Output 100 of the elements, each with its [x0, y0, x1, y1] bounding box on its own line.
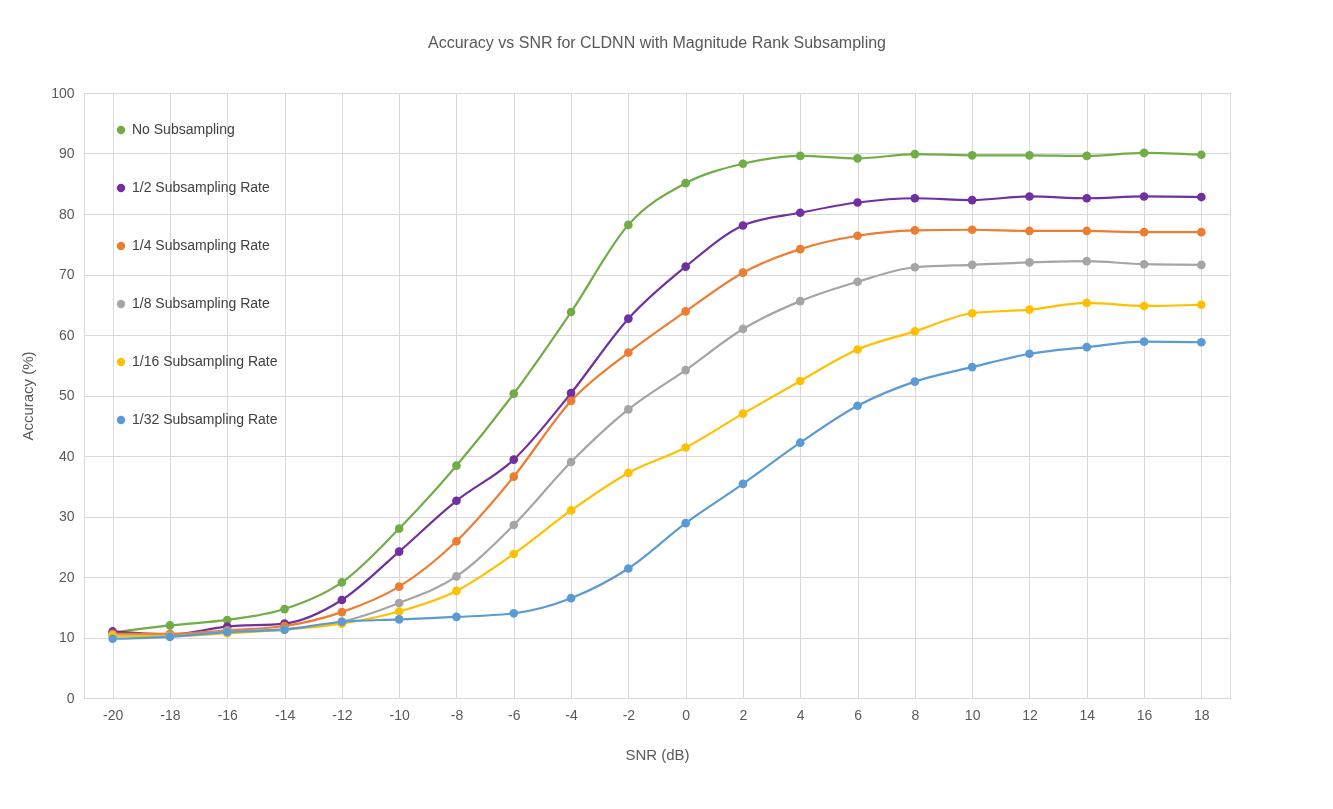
x-tick-label: 6 — [854, 706, 863, 723]
point — [566, 396, 576, 406]
point — [337, 595, 347, 605]
point — [1025, 305, 1034, 314]
point — [910, 149, 920, 159]
point — [795, 438, 805, 448]
y-tick-label: 0 — [66, 689, 75, 706]
point — [1139, 148, 1149, 158]
x-tick-label: -18 — [160, 706, 181, 723]
point — [967, 150, 977, 160]
point — [910, 327, 920, 336]
x-tick-label: 14 — [1079, 706, 1096, 723]
point — [1139, 227, 1149, 237]
y-tick-label: 100 — [51, 84, 75, 101]
legend-label: 1/4 Subsampling Rate — [132, 237, 270, 253]
point — [681, 518, 690, 528]
x-tick-label: -8 — [450, 706, 464, 723]
point — [452, 586, 461, 596]
y-tick-label: 10 — [58, 629, 75, 645]
point — [738, 221, 748, 230]
point — [1139, 301, 1149, 311]
point — [624, 405, 633, 414]
y-tick-label: 50 — [58, 387, 75, 403]
legend-label: 1/32 Subsampling Rate — [132, 411, 278, 427]
point — [509, 608, 519, 618]
x-tick-label: -20 — [103, 706, 124, 723]
point — [967, 195, 977, 205]
x-tick-label: 10 — [964, 706, 981, 723]
y-tick-label: 60 — [58, 326, 75, 343]
x-tick-label: 8 — [911, 706, 920, 723]
point — [1197, 337, 1206, 347]
point — [910, 262, 920, 272]
point — [910, 377, 920, 386]
point — [853, 154, 862, 163]
point — [1082, 256, 1092, 266]
point — [1082, 298, 1092, 308]
point — [452, 461, 461, 470]
point — [566, 593, 576, 603]
point — [1139, 192, 1149, 201]
legend-label: 1/2 Subsampling Rate — [132, 179, 270, 195]
point — [853, 231, 862, 241]
point — [624, 468, 633, 478]
point — [681, 365, 690, 375]
point — [280, 604, 289, 614]
y-tick-label: 30 — [58, 508, 75, 524]
point — [1082, 193, 1092, 203]
point — [681, 443, 690, 452]
point — [566, 388, 576, 398]
legend-label: No Subsampling — [132, 121, 235, 137]
point — [853, 277, 862, 287]
point — [795, 208, 805, 218]
point — [566, 457, 576, 467]
point — [624, 564, 633, 573]
point — [509, 455, 519, 464]
x-tick-label: 18 — [1194, 706, 1210, 723]
point — [738, 324, 748, 334]
point — [681, 307, 690, 316]
point — [738, 159, 748, 169]
x-tick-label: 0 — [682, 706, 691, 723]
point — [1025, 258, 1034, 267]
point — [509, 549, 519, 559]
point — [681, 178, 690, 188]
point — [795, 151, 805, 161]
point — [624, 348, 633, 357]
x-tick-label: 4 — [796, 706, 805, 723]
y-tick-label: 20 — [58, 568, 75, 585]
point — [509, 472, 519, 481]
y-axis-title: Accuracy (%) — [19, 351, 37, 441]
point — [394, 598, 404, 608]
point — [624, 220, 633, 230]
point — [1082, 342, 1092, 352]
point — [853, 401, 862, 411]
point — [1025, 150, 1034, 160]
point — [394, 607, 404, 616]
point — [910, 193, 920, 203]
point — [452, 536, 461, 546]
point — [967, 362, 977, 372]
legend-label: 1/8 Subsampling Rate — [132, 295, 270, 311]
point — [853, 198, 862, 207]
x-tick-label: -14 — [274, 706, 296, 723]
point — [967, 308, 977, 318]
point — [394, 524, 404, 533]
y-tick-label: 70 — [58, 266, 75, 282]
point — [165, 621, 175, 630]
x-tick-label: -6 — [508, 706, 521, 723]
point — [1139, 259, 1149, 269]
point — [681, 262, 690, 271]
point — [795, 296, 805, 306]
x-axis-title: SNR (dB) — [625, 745, 690, 763]
point — [853, 345, 862, 354]
point — [509, 389, 519, 399]
legend-label: 1/16 Subsampling Rate — [132, 353, 278, 369]
chart-title: Accuracy vs SNR for CLDNN with Magnitude Rank Subsampling — [428, 34, 886, 51]
y-tick-label: 80 — [58, 205, 75, 222]
point — [1197, 260, 1206, 270]
point — [1025, 192, 1034, 201]
point — [394, 547, 404, 556]
point — [738, 268, 748, 278]
point — [1197, 227, 1206, 237]
point — [566, 506, 576, 515]
